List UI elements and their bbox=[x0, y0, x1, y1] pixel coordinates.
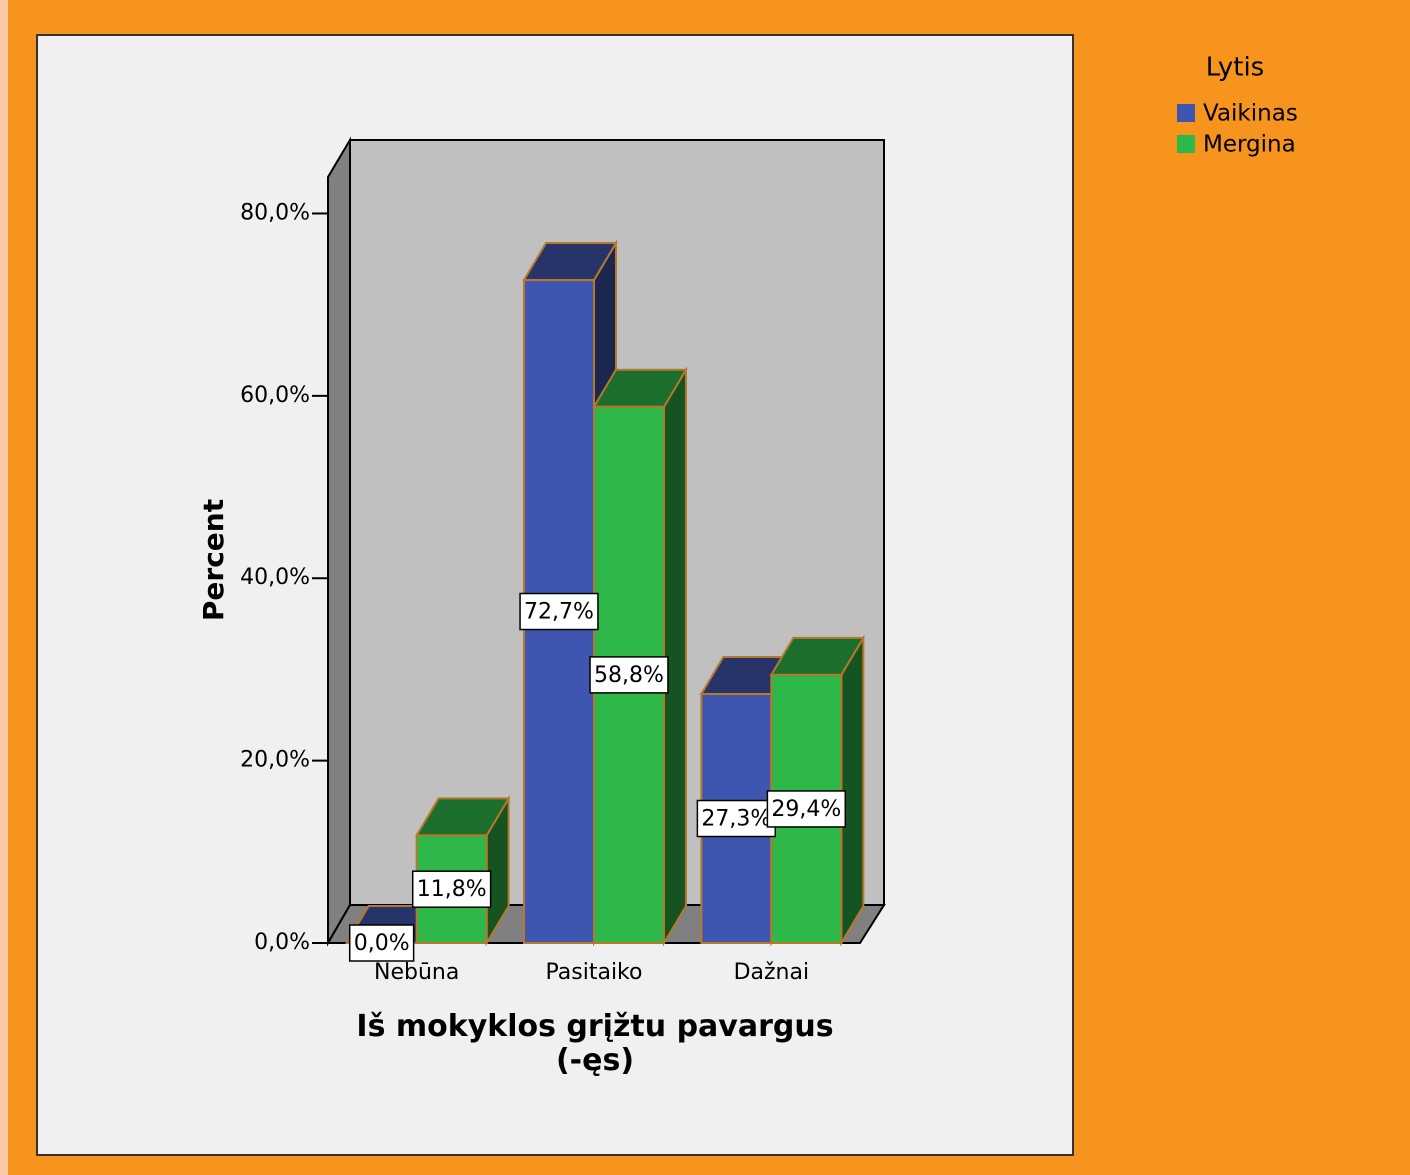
side-wall bbox=[327, 136, 351, 947]
value-label-box bbox=[696, 799, 777, 838]
legend-label: Mergina bbox=[1203, 132, 1296, 158]
x-tick-label: Nebūna bbox=[374, 960, 459, 985]
value-label-box bbox=[411, 870, 492, 908]
y-tick-label: 80,0% bbox=[240, 200, 310, 225]
value-label-box bbox=[519, 592, 599, 631]
y-tick-label: 60,0% bbox=[240, 383, 310, 408]
legend-swatch bbox=[1177, 104, 1195, 122]
value-label-box bbox=[589, 656, 669, 694]
value-label-box bbox=[766, 790, 847, 828]
x-tick-label: Dažnai bbox=[734, 960, 810, 985]
value-label-box bbox=[348, 924, 415, 962]
x-axis-title: Iš mokyklos grįžtu pavargus (-ęs) bbox=[356, 1009, 834, 1078]
legend-swatch bbox=[1177, 135, 1195, 153]
y-tick-label: 40,0% bbox=[240, 565, 310, 590]
value-label: 27,3% bbox=[701, 807, 771, 832]
legend-label: Vaikinas bbox=[1203, 101, 1298, 127]
value-label: 11,8% bbox=[417, 877, 487, 902]
value-label: 0,0% bbox=[354, 931, 410, 956]
x-tick-label: Pasitaiko bbox=[546, 960, 643, 985]
legend-title: Lytis bbox=[1206, 53, 1264, 83]
y-tick-label: 20,0% bbox=[240, 748, 310, 773]
edge bbox=[0, 0, 8, 1175]
y-axis-title: Percent bbox=[197, 499, 230, 621]
value-label: 58,8% bbox=[594, 663, 664, 688]
value-label: 72,7% bbox=[524, 600, 594, 625]
y-tick-label: 0,0% bbox=[254, 930, 310, 955]
value-label: 29,4% bbox=[771, 797, 841, 822]
